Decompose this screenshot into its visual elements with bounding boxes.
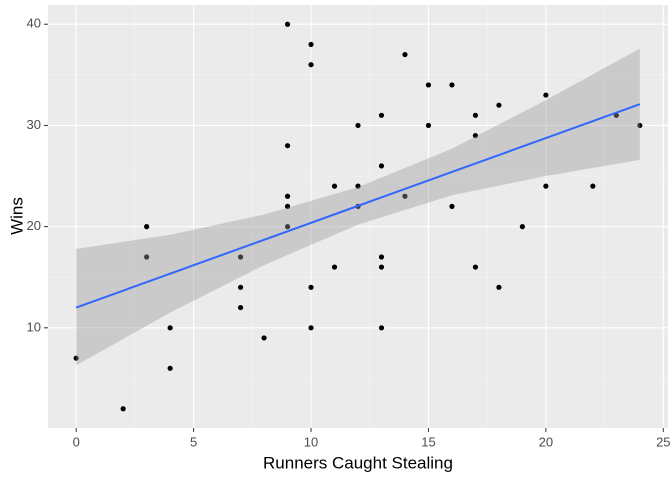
point [73,355,79,361]
y-tick-label: 30 [27,117,41,132]
point [543,92,549,98]
y-axis-title: Wins [7,197,26,235]
point [284,203,291,209]
point [472,132,479,139]
point [237,284,244,290]
point [144,224,150,230]
point [472,112,479,118]
point [378,325,385,331]
y-tick-label: 10 [27,319,41,334]
x-axis-title: Runners Caught Stealing [263,453,453,472]
point [144,254,150,260]
point [355,183,361,189]
point [590,183,596,189]
point [425,82,432,88]
point [449,203,455,209]
point [261,335,267,341]
point [167,365,173,371]
x-tick-label: 5 [190,434,197,449]
x-tick-label: 10 [304,434,318,449]
y-tick-label: 20 [27,218,41,233]
point [237,254,244,260]
point [308,325,314,331]
x-tick-label: 25 [656,434,670,449]
point [284,224,291,230]
point [308,41,314,48]
point [496,284,502,290]
point [331,183,338,189]
point [308,284,314,290]
y-tick-label: 40 [27,16,41,31]
x-tick-label: 15 [421,434,435,449]
point [519,224,525,230]
point [378,112,385,118]
point [496,102,502,108]
point [449,82,455,88]
point [284,143,291,149]
point [378,254,385,260]
point [331,264,338,270]
point [237,304,244,311]
fit-line [75,103,641,309]
point [543,183,549,189]
point [355,122,361,129]
point [284,21,291,27]
point [378,264,385,270]
panel [48,5,668,428]
point [308,62,314,68]
point [402,193,408,199]
point [167,325,173,331]
point [402,51,408,58]
point [284,193,291,199]
x-tick-label: 20 [539,434,553,449]
point [637,122,643,129]
point [378,163,385,169]
point [120,406,126,412]
point [472,264,479,270]
x-tick-label: 0 [73,434,80,449]
point [425,122,432,129]
